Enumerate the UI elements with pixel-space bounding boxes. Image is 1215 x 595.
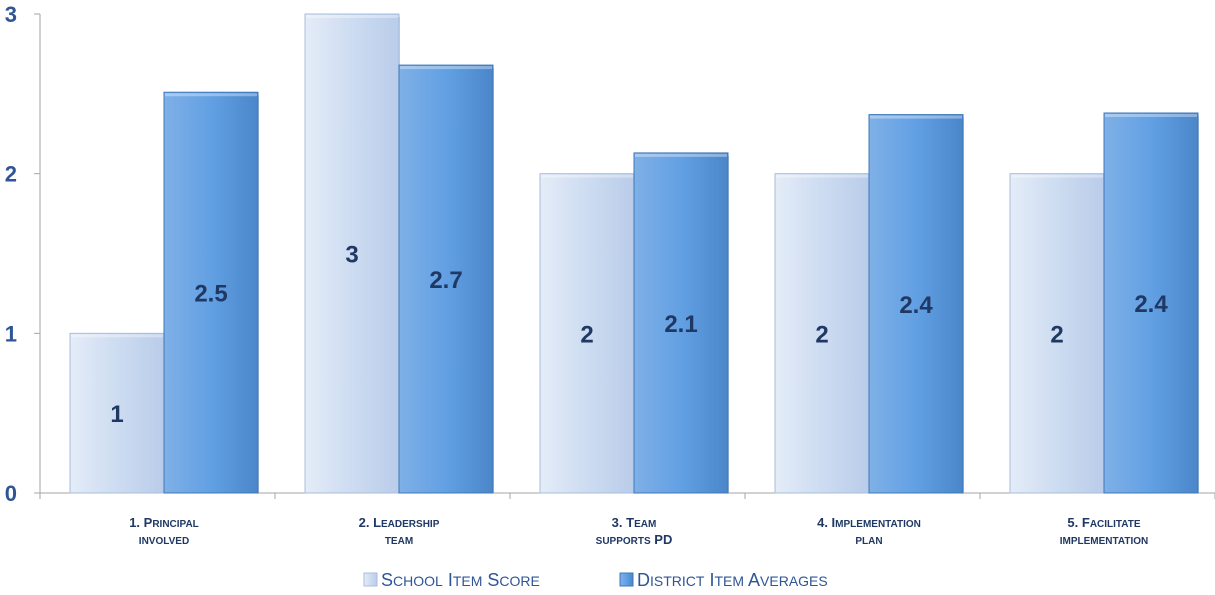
bar-school-item-score (69, 332, 165, 494)
bar-highlight (635, 153, 727, 157)
category-label: TEAM (385, 536, 413, 547)
category-label: SUPPORTS PD (596, 532, 673, 547)
bar-value-label: 2.1 (664, 311, 697, 338)
bar-value-label: 2 (815, 321, 828, 348)
category-label: PLAN (855, 536, 882, 547)
bar-value-label: 1 (110, 401, 123, 428)
bar-value-label: 3 (345, 242, 358, 269)
bar-school-item-score (1009, 173, 1105, 494)
bar-highlight (71, 334, 163, 338)
bar-district-item-average (633, 152, 729, 494)
bar-district-item-average (868, 114, 964, 494)
category-label: 3. TEAM (612, 515, 657, 530)
legend-label: SCHOOL ITEM SCORE (381, 570, 540, 590)
bar-school-item-score (304, 13, 400, 494)
bar-district-item-average (398, 64, 494, 494)
bar-highlight (1011, 174, 1103, 178)
category-label: IMPLEMENTATION (1060, 536, 1149, 547)
bar-highlight (165, 93, 257, 97)
category-label: 1. PRINCIPAL (129, 515, 199, 530)
bar-district-item-average (1103, 112, 1199, 494)
y-tick-label: 3 (5, 2, 17, 27)
bar-value-label: 2.4 (1134, 291, 1168, 318)
y-tick-label: 1 (5, 321, 17, 346)
category-label: 5. FACILITATE (1067, 515, 1140, 530)
value-labels: 1 3 2 2 2 2.5 2.7 2.1 2.4 2.4 (110, 242, 1168, 429)
bar-highlight (776, 174, 868, 178)
category-labels: 1. PRINCIPAL INVOLVED 2. LEADERSHIP TEAM 3. … (129, 515, 1148, 547)
legend-swatch (619, 572, 634, 587)
bar-value-label: 2.4 (899, 292, 933, 319)
category-label: 2. LEADERSHIP (359, 515, 440, 530)
category-label: 4. IMPLEMENTATION (817, 515, 921, 530)
legend-swatch (363, 572, 378, 587)
bar-value-label: 2 (1050, 321, 1063, 348)
bar-district-item-average (163, 91, 259, 494)
bars (69, 13, 1199, 494)
legend: SCHOOL ITEM SCORE DISTRICT ITEM AVERAGES (363, 570, 828, 590)
bar-value-label: 2.5 (194, 281, 227, 308)
y-tick-label: 0 (5, 481, 17, 506)
bar-value-label: 2.7 (429, 267, 462, 294)
bar-value-label: 2 (580, 321, 593, 348)
bar-highlight (400, 66, 492, 70)
bar-highlight (1105, 113, 1197, 117)
y-tick-label: 2 (5, 162, 17, 187)
bar-highlight (541, 174, 633, 178)
category-label: INVOLVED (139, 536, 189, 547)
bar-school-item-score (539, 173, 635, 494)
bar-highlight (870, 115, 962, 119)
bar-school-item-score (774, 173, 870, 494)
bar-highlight (306, 15, 398, 18)
legend-label: DISTRICT ITEM AVERAGES (637, 570, 828, 590)
